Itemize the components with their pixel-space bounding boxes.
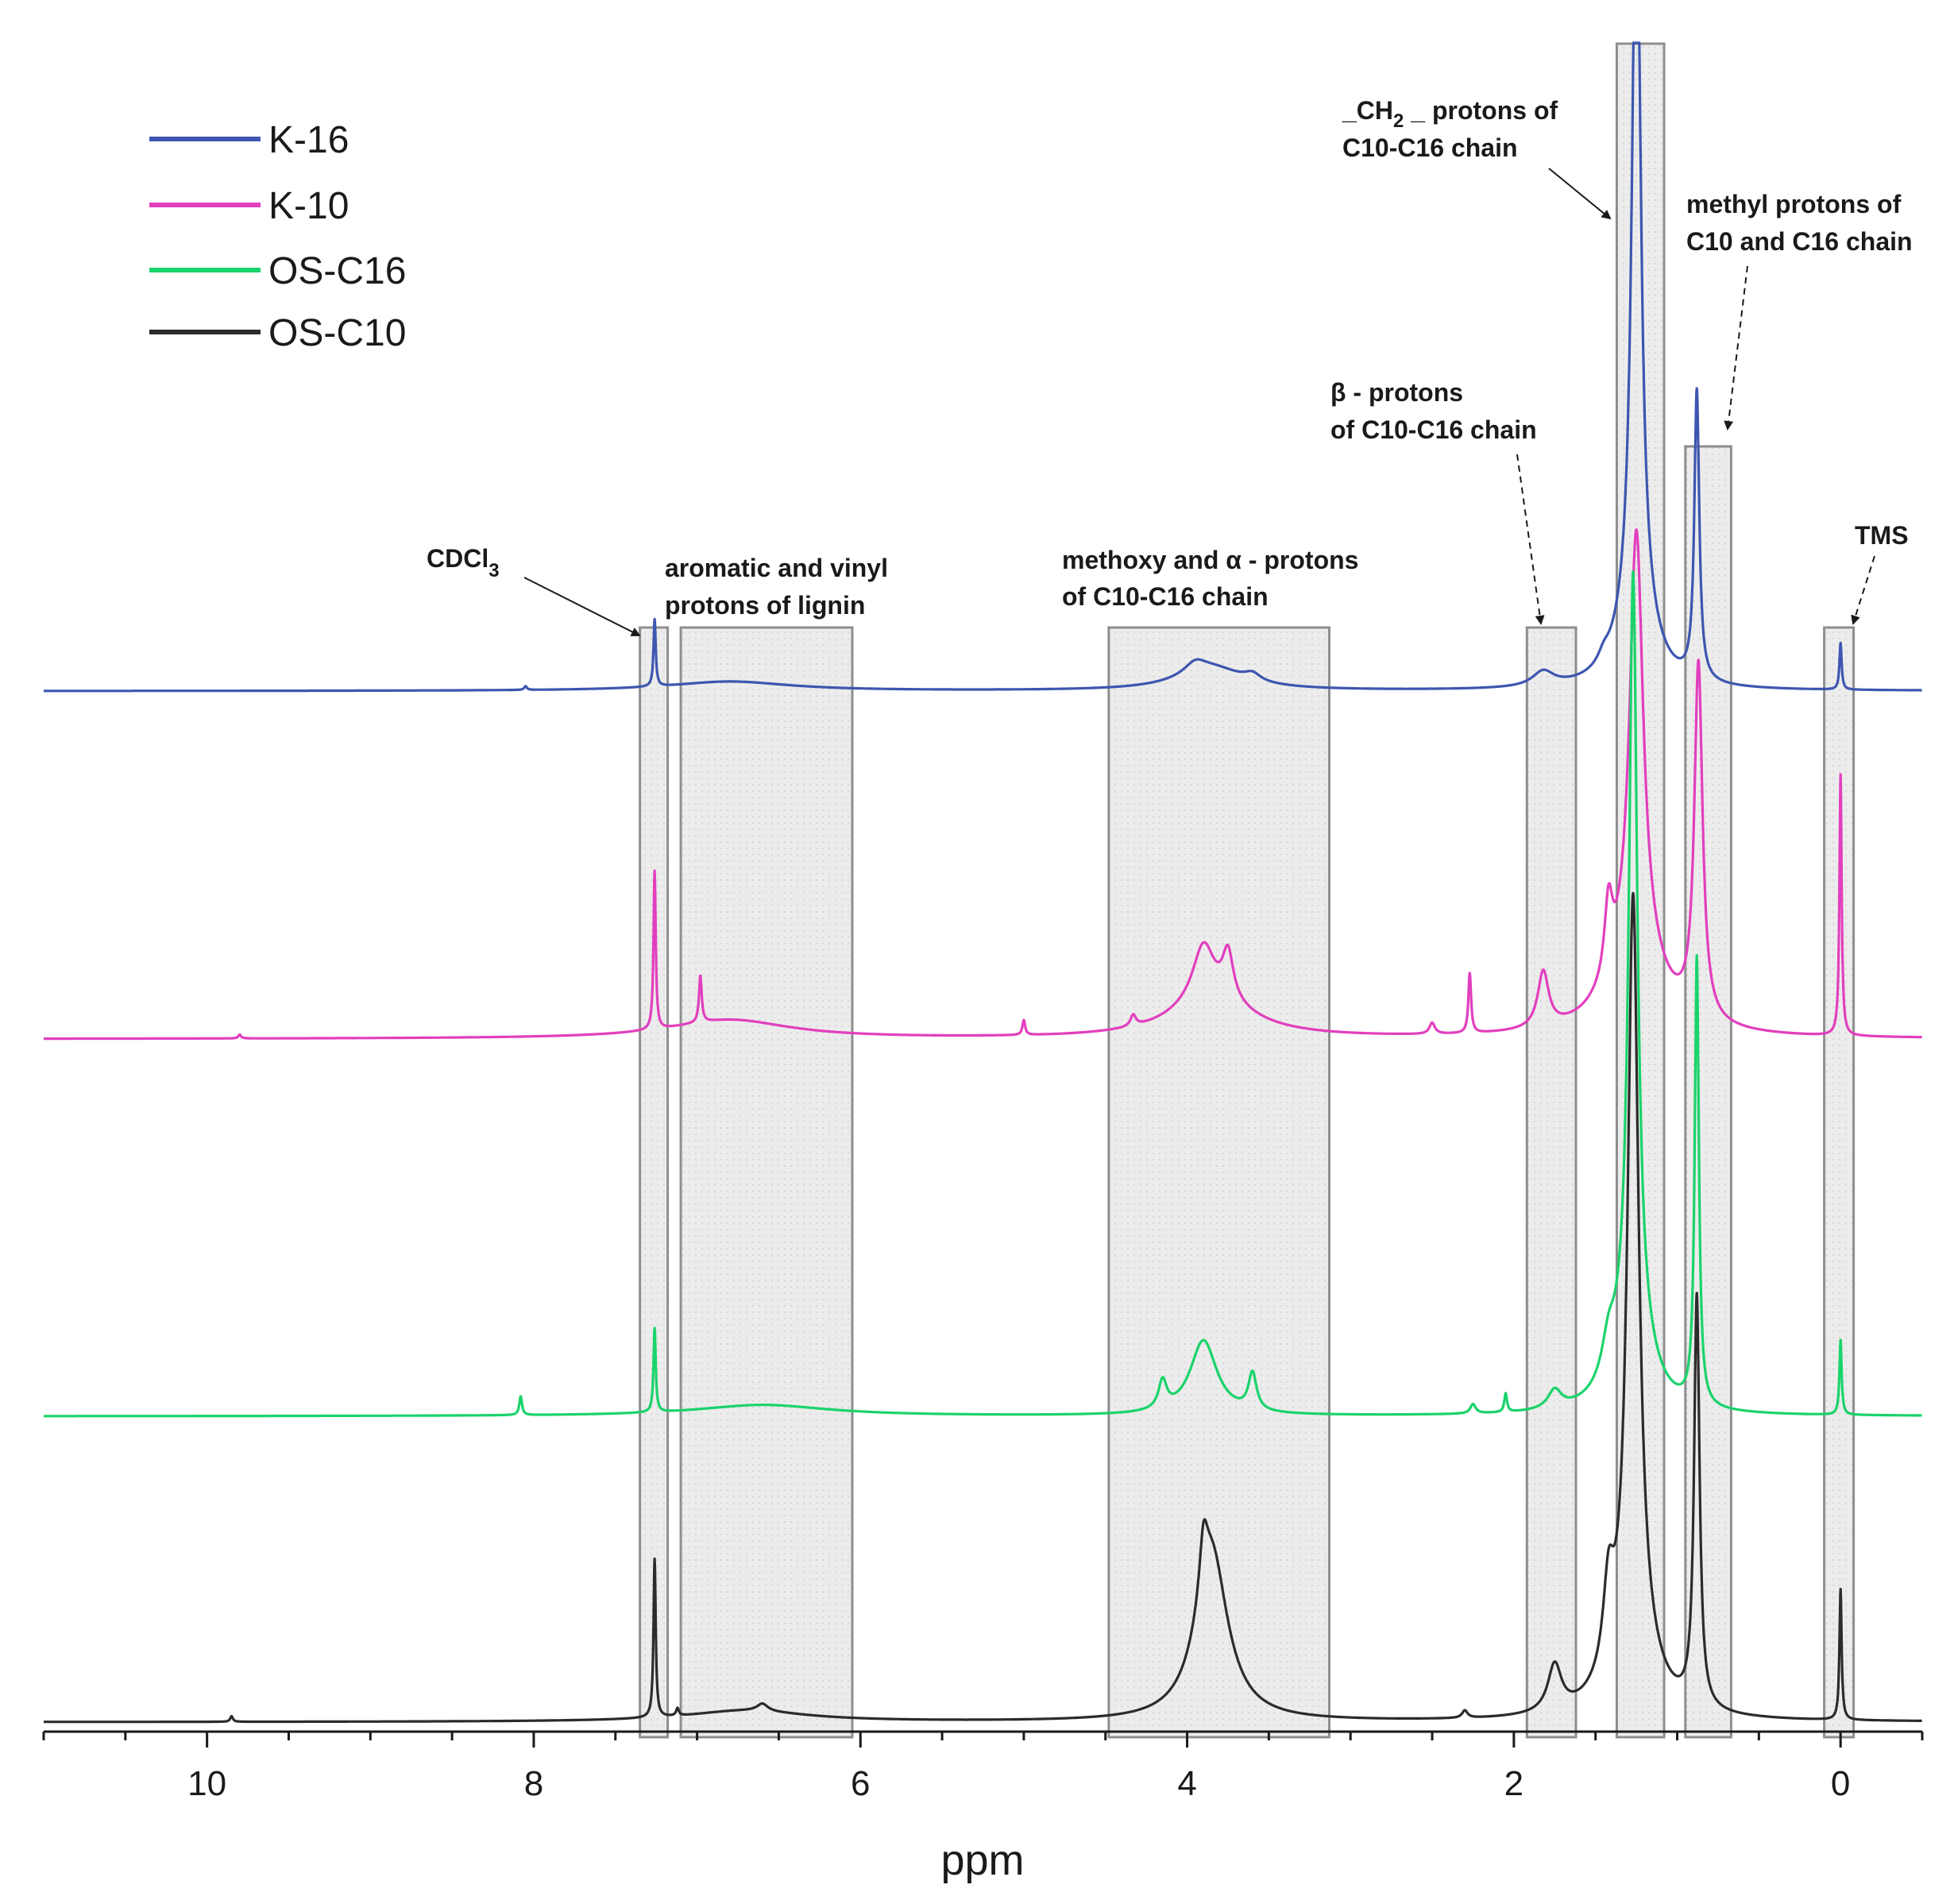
arrow-ch2 <box>1548 168 1612 220</box>
legend-label-os-c16: OS-C16 <box>268 250 406 292</box>
annotation-methyl-line1: methyl protons of <box>1686 190 1902 218</box>
annotations: CDCl3 aromatic and vinyl protons of lign… <box>427 96 1913 636</box>
annotation-cdcl3: CDCl3 <box>427 544 500 581</box>
series-os-c16 <box>42 570 1923 1418</box>
annotation-aromatic-line1: aromatic and vinyl <box>665 554 888 582</box>
spectra-series <box>42 41 1923 1724</box>
series-os-c10 <box>42 891 1923 1724</box>
region-6 <box>1823 626 1856 1739</box>
x-tick-label: 10 <box>187 1764 226 1803</box>
arrow-beta <box>1516 454 1545 625</box>
annotation-methyl-line2: C10 and C16 chain <box>1686 227 1913 256</box>
legend-label-os-c10: OS-C10 <box>268 312 406 354</box>
region-3 <box>1525 626 1577 1739</box>
region-1 <box>679 626 854 1739</box>
annotation-beta-line2: of C10-C16 chain <box>1330 415 1537 444</box>
annotation-beta-line1: β - protons <box>1330 378 1463 407</box>
region-0 <box>639 626 670 1739</box>
x-tick-label: 4 <box>1177 1764 1196 1803</box>
x-tick-label: 8 <box>524 1764 543 1803</box>
x-tick-label: 0 <box>1831 1764 1850 1803</box>
region-4 <box>1615 42 1666 1739</box>
annotation-ch2-line1: _CH2 _ protons of <box>1342 96 1558 132</box>
annotation-aromatic-line2: protons of lignin <box>665 591 865 620</box>
annotation-methoxy-line1: methoxy and α - protons <box>1062 546 1358 574</box>
series-k-16 <box>42 41 1923 693</box>
x-axis: 10 8 6 4 2 0 ppm <box>42 1730 1924 1884</box>
x-axis-title: ppm <box>940 1836 1024 1884</box>
region-2 <box>1107 626 1330 1739</box>
highlight-regions <box>639 42 1856 1739</box>
arrow-tms <box>1851 555 1875 625</box>
annotation-methoxy-line2: of C10-C16 chain <box>1062 582 1269 611</box>
series-k-10 <box>42 528 1923 1041</box>
arrow-methyl <box>1724 265 1748 431</box>
legend-label-k-10: K-10 <box>268 185 349 227</box>
arrow-cdcl3 <box>523 577 641 636</box>
legend: K-16 K-10 OS-C16 OS-C10 <box>149 119 406 354</box>
x-tick-label: 2 <box>1504 1764 1523 1803</box>
annotation-tms: TMS <box>1855 521 1909 550</box>
annotation-ch2-line2: C10-C16 chain <box>1342 133 1518 162</box>
legend-label-k-16: K-16 <box>268 119 349 161</box>
x-tick-label: 6 <box>851 1764 870 1803</box>
